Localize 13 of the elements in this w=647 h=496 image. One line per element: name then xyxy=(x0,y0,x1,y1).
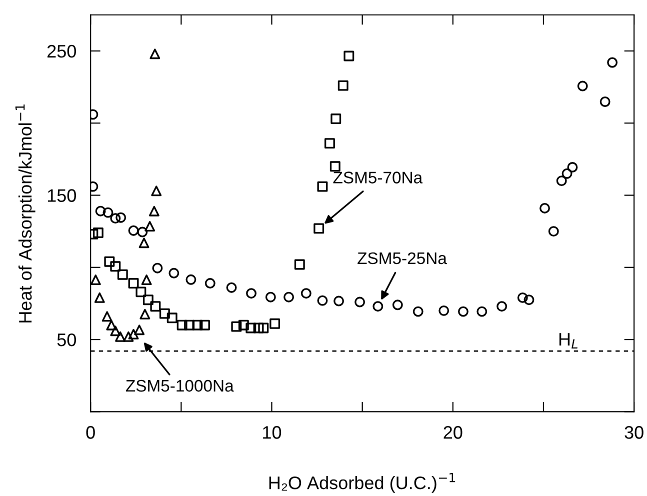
y-tick-label: 150 xyxy=(48,189,76,202)
y-axis-title: Heat of Adsorption/kJmol$^{−1}$ xyxy=(15,104,36,322)
y-tick-label: 250 xyxy=(47,44,76,58)
x-tick-label: 10 xyxy=(263,426,282,439)
x-tick-label: 20 xyxy=(444,426,462,439)
ref-line-label: H$_{L}$ xyxy=(559,333,578,348)
annotation: ZSM5-1000Na xyxy=(126,380,234,392)
annotation: ZSM5-25Na xyxy=(358,252,447,264)
x-tick-label: 30 xyxy=(624,426,644,439)
x-axis-title: H₂O Adsorbed (U.C.)$^{−1}$ xyxy=(269,472,456,493)
annotation: ZSM5-70Na xyxy=(333,172,423,184)
y-tick-label: 50 xyxy=(57,333,76,346)
x-tick-label: 0 xyxy=(86,426,95,439)
